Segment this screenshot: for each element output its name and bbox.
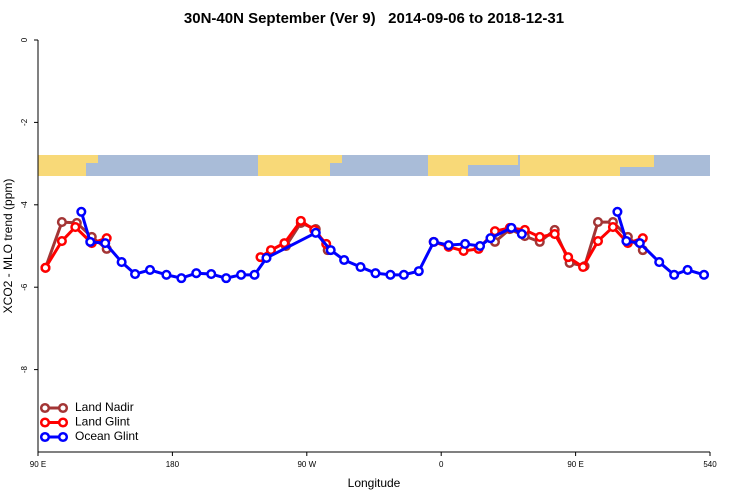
- x-tick-label: 540: [703, 460, 717, 469]
- data-point: [621, 236, 632, 247]
- y-tick-label: -8: [20, 365, 29, 373]
- data-point: [669, 269, 680, 280]
- data-point: [578, 261, 589, 273]
- data-point: [76, 206, 87, 217]
- legend-marker: [39, 417, 51, 428]
- legend-marker: [57, 402, 69, 414]
- data-point: [116, 257, 127, 268]
- data-point: [485, 233, 496, 244]
- data-point: [592, 236, 604, 247]
- data-point: [144, 264, 156, 275]
- data-point: [516, 229, 527, 240]
- legend-label: Land Nadir: [75, 400, 134, 414]
- data-point: [70, 221, 81, 233]
- y-tick-label: 0: [20, 37, 29, 42]
- y-tick-label: -6: [20, 283, 29, 291]
- y-axis-label: XCO2 - MLO trend (ppm): [1, 179, 15, 314]
- legend-marker: [39, 402, 51, 414]
- data-point: [339, 254, 350, 266]
- data-point: [607, 221, 618, 233]
- data-point: [474, 240, 486, 252]
- data-point: [612, 206, 623, 217]
- data-point: [634, 238, 645, 249]
- x-tick-label: 90 E: [567, 460, 583, 469]
- data-point: [370, 268, 381, 279]
- data-point: [654, 257, 665, 268]
- data-point: [56, 217, 67, 228]
- data-point: [236, 269, 247, 280]
- data-point: [310, 227, 321, 238]
- data-point: [563, 252, 574, 263]
- data-point: [206, 268, 217, 280]
- data-point: [130, 268, 141, 280]
- data-point: [295, 215, 306, 226]
- data-point: [261, 252, 272, 263]
- map-band: [38, 155, 710, 176]
- chart-title: 30N-40N September (Ver 9) 2014-09-06 to …: [184, 10, 564, 27]
- data-point: [221, 273, 232, 284]
- data-point: [413, 266, 424, 277]
- data-point: [385, 269, 396, 280]
- x-tick-label: 90 E: [30, 460, 46, 469]
- y-tick-label: -2: [20, 118, 29, 126]
- data-point: [161, 269, 172, 280]
- data-point: [191, 268, 202, 279]
- x-tick-label: 90 W: [297, 460, 316, 469]
- data-point: [592, 217, 604, 228]
- data-point: [698, 269, 710, 280]
- legend-label: Land Glint: [75, 415, 130, 429]
- data-point: [176, 273, 187, 284]
- data-point: [460, 238, 471, 249]
- x-tick-label: 180: [166, 460, 180, 469]
- data-point: [428, 236, 439, 247]
- data-point: [100, 238, 111, 249]
- data-point: [249, 269, 260, 280]
- data-point: [325, 245, 336, 256]
- data-point: [549, 229, 560, 240]
- data-point: [85, 236, 96, 247]
- legend-marker: [39, 431, 51, 443]
- data-point: [443, 240, 454, 251]
- data-point: [506, 222, 517, 233]
- data-point: [682, 264, 693, 275]
- data-point: [279, 238, 290, 249]
- data-point: [355, 261, 366, 273]
- data-point: [398, 269, 409, 280]
- data-point: [534, 231, 545, 242]
- x-axis-label: Longitude: [348, 476, 401, 490]
- legend-marker: [57, 431, 69, 443]
- y-tick-label: -4: [20, 201, 29, 209]
- x-tick-label: 0: [439, 460, 444, 469]
- data-point: [56, 236, 67, 247]
- data-point: [265, 245, 277, 256]
- data-point: [40, 262, 51, 273]
- legend-marker: [57, 417, 69, 428]
- legend-label: Ocean Glint: [75, 429, 139, 443]
